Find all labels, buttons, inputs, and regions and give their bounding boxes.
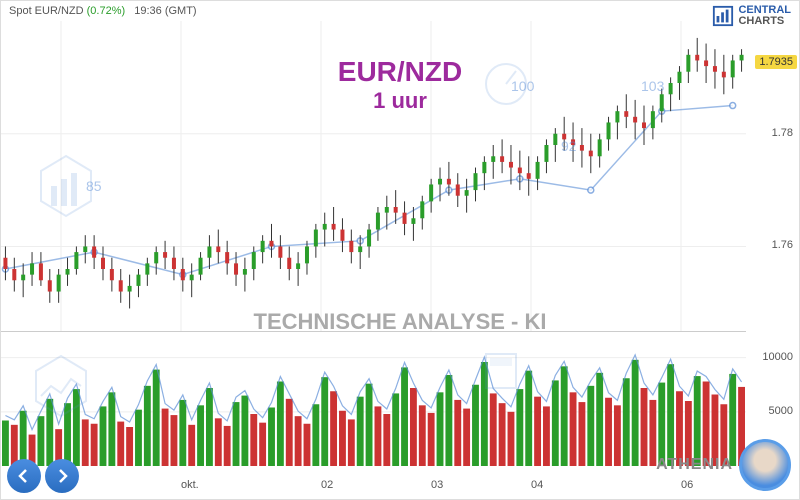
chart-header: Spot EUR/NZD (0.72%) 19:36 (GMT) [9, 5, 197, 17]
subtitle: TECHNISCHE ANALYSE - KI [254, 309, 547, 335]
brand-logo[interactable]: CENTRAL CHARTS [712, 5, 791, 27]
logo-icon [712, 5, 734, 27]
current-price-badge: 1.7935 [755, 55, 797, 69]
next-button[interactable] [45, 459, 79, 493]
y-tick-label: 1.78 [772, 127, 793, 139]
x-tick-label: 04 [531, 479, 543, 491]
chart-container: Spot EUR/NZD (0.72%) 19:36 (GMT) CENTRAL… [0, 0, 800, 500]
arrow-left-icon [15, 467, 33, 485]
vol-tick-label: 5000 [769, 405, 793, 417]
athenia-label: ATHENIA [656, 456, 733, 474]
title-main: EUR/NZD [338, 56, 462, 88]
x-tick-label: 03 [431, 479, 443, 491]
athenia-widget[interactable]: ATHENIA [656, 439, 791, 491]
x-tick-label: okt. [181, 479, 199, 491]
athenia-avatar-icon [739, 439, 791, 491]
instrument-label: Spot EUR/NZD [9, 5, 84, 17]
nav-buttons [7, 459, 79, 493]
watermark-hex-icon [31, 151, 101, 221]
arrow-right-icon [53, 467, 71, 485]
logo-line2: CHARTS [738, 16, 791, 27]
watermark-hex-icon [26, 351, 96, 421]
svg-text:103: 103 [641, 78, 665, 94]
title-sub: 1 uur [338, 88, 462, 114]
svg-text:92: 92 [561, 138, 577, 154]
x-axis: 30okt.02030406 [1, 479, 746, 497]
y-tick-label: 1.76 [772, 239, 793, 251]
volume-chart[interactable] [1, 336, 746, 466]
prev-button[interactable] [7, 459, 41, 493]
change-pct: (0.72%) [87, 5, 126, 17]
timestamp: 19:36 (GMT) [134, 5, 196, 17]
vol-tick-label: 10000 [762, 351, 793, 363]
x-tick-label: 02 [321, 479, 333, 491]
watermark-calc-icon [476, 346, 526, 396]
chart-title: EUR/NZD 1 uur [338, 56, 462, 114]
logo-text: CENTRAL CHARTS [738, 5, 791, 27]
watermark-gauge-icon [481, 59, 531, 109]
